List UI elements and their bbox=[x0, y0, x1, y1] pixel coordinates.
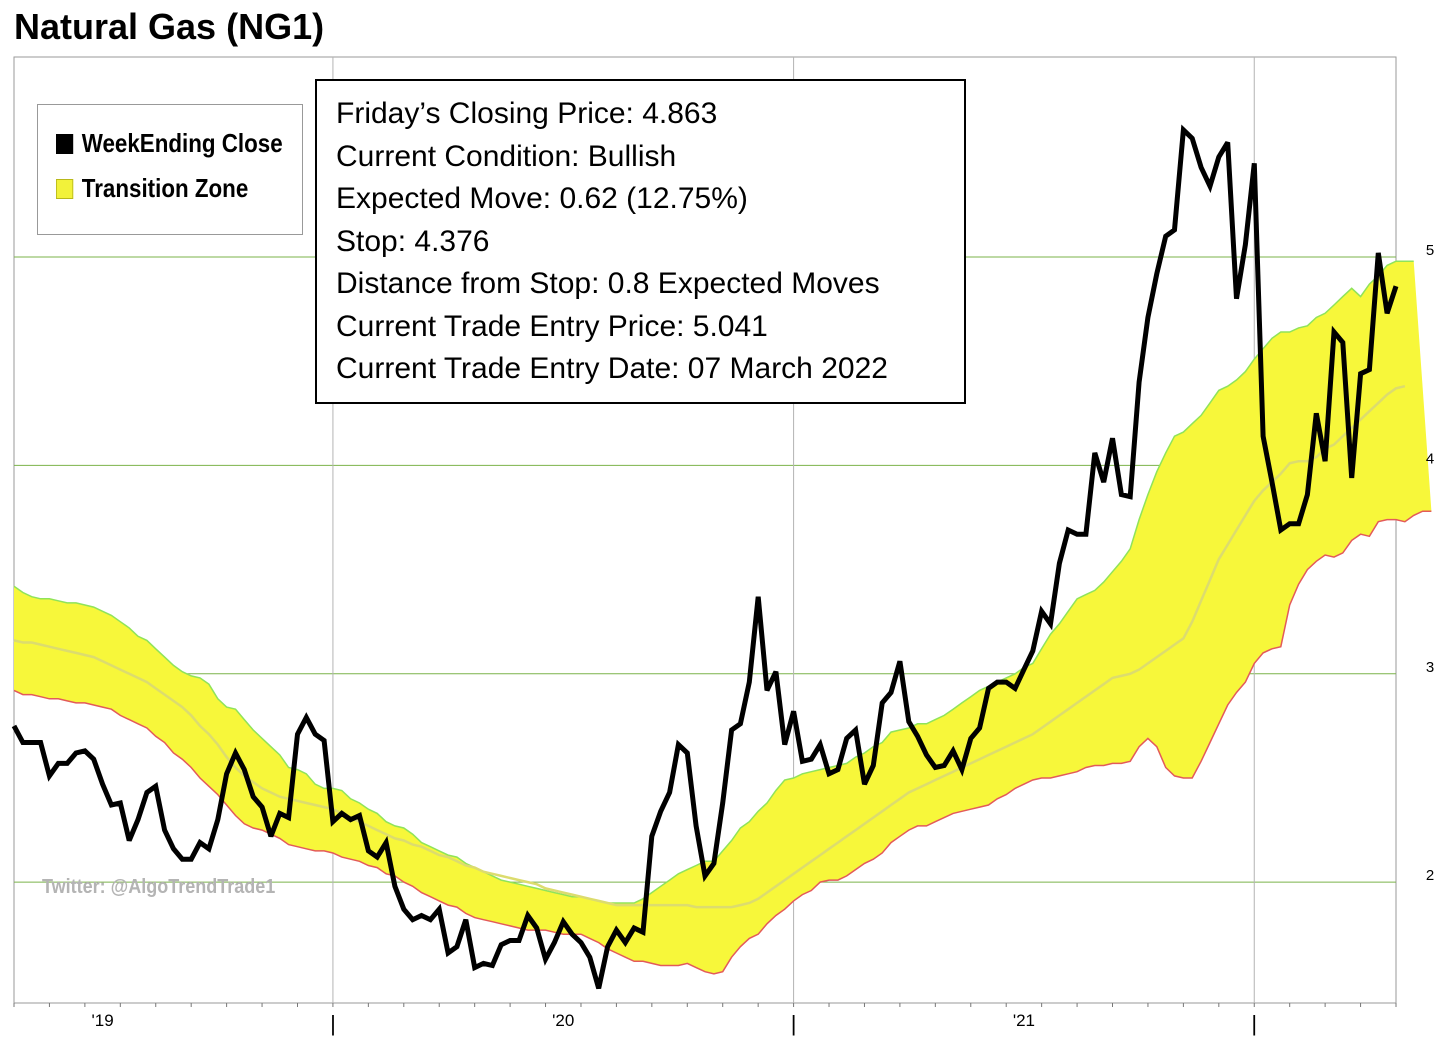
weekending-close-series bbox=[11, 124, 1399, 990]
y-tick-label: 3 bbox=[1426, 659, 1434, 676]
y-tick-label: 2 bbox=[1426, 867, 1434, 884]
x-tick-label: '20 bbox=[552, 1011, 574, 1030]
y-axis-tick-labels: 2 3 4 5 bbox=[1426, 242, 1434, 884]
weekending-close-line bbox=[11, 124, 1399, 990]
trade-info-box: Friday’s Closing Price: 4.863 Current Co… bbox=[315, 79, 966, 404]
x-tick-label: | bbox=[330, 1011, 336, 1036]
x-tick-label: '21 bbox=[1013, 1011, 1035, 1030]
legend-label: WeekEnding Close bbox=[81, 128, 283, 158]
y-tick-label: 5 bbox=[1426, 242, 1434, 259]
closing-price-text: Friday’s Closing Price: 4.863 bbox=[336, 97, 718, 130]
legend-swatch-yellow bbox=[56, 179, 74, 199]
chart-title: Natural Gas (NG1) bbox=[14, 6, 325, 47]
legend-swatch-black bbox=[56, 134, 74, 154]
x-tick-label: | bbox=[791, 1011, 797, 1036]
expected-move-text: Expected Move: 0.62 (12.75%) bbox=[336, 182, 748, 215]
twitter-watermark: Twitter: @AlgoTrendTrade1 bbox=[42, 876, 276, 898]
transition-zone-lower-edge bbox=[13, 510, 1432, 975]
legend-item-transition-zone: Transition Zone bbox=[56, 173, 248, 204]
x-tick-label: '19 bbox=[92, 1011, 114, 1030]
legend-label: Transition Zone bbox=[81, 173, 249, 203]
stop-text: Stop: 4.376 bbox=[336, 224, 490, 258]
y-tick-label: 4 bbox=[1426, 450, 1434, 467]
x-tick-label: | bbox=[1251, 1011, 1257, 1036]
x-axis-tick-labels: '19 | '20 | '21 | bbox=[13, 1003, 1397, 1036]
distance-from-stop-text: Distance from Stop: 0.8 Expected Moves bbox=[336, 267, 880, 300]
current-condition-text: Current Condition: Bullish bbox=[336, 139, 677, 173]
entry-price-text: Current Trade Entry Price: 5.041 bbox=[336, 309, 768, 343]
legend-item-weekending-close: WeekEnding Close bbox=[56, 128, 283, 159]
entry-date-text: Current Trade Entry Date: 07 March 2022 bbox=[336, 352, 888, 385]
legend: WeekEnding Close Transition Zone bbox=[37, 104, 303, 235]
